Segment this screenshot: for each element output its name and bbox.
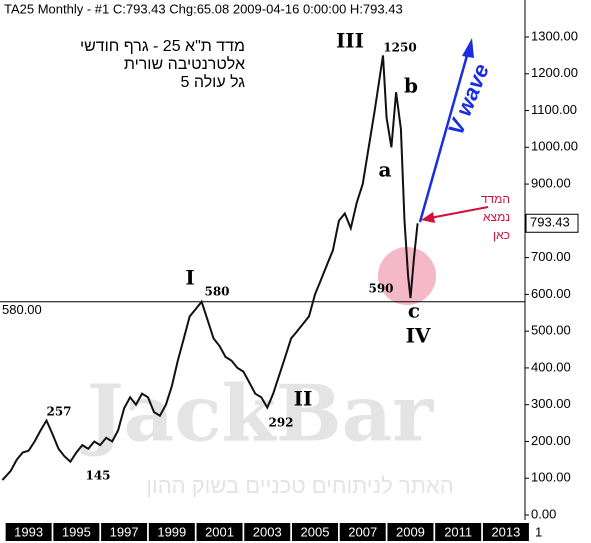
x-axis-extra: 1	[535, 524, 542, 539]
x-tick-label: 2009	[396, 524, 425, 539]
wave-label: c	[408, 299, 420, 323]
x-tick-box	[292, 523, 338, 541]
y-tick-label: 1200.00	[531, 65, 578, 80]
wave-label: III	[336, 29, 364, 53]
wave-label: a	[379, 158, 392, 182]
point-label: 590	[368, 282, 393, 296]
wave-label: IV	[406, 324, 431, 348]
y-tick-label: 100.00	[531, 470, 571, 485]
note-arrow	[429, 206, 489, 219]
point-label: 580	[204, 285, 229, 299]
y-tick-label: 1300.00	[531, 28, 578, 43]
y-tick-label: 900.00	[531, 176, 571, 191]
watermark-subtitle: האתר לניתוחים טכניים בשוק ההון	[146, 473, 453, 498]
y-tick-label: 500.00	[531, 323, 571, 338]
point-label: 292	[268, 416, 293, 430]
x-tick-label: 1995	[62, 524, 91, 539]
reference-label: 580.00	[2, 302, 42, 317]
x-tick-label: 2001	[205, 524, 234, 539]
y-tick-label: 300.00	[531, 396, 571, 411]
price-line	[1, 55, 419, 481]
last-price-label: 793.43	[530, 215, 570, 230]
note-line: המדד	[481, 192, 510, 206]
x-tick-box	[482, 523, 529, 541]
x-tick-box	[5, 523, 52, 541]
x-tick-box	[101, 523, 148, 541]
y-tick-label: 400.00	[531, 359, 571, 374]
x-tick-label: 1993	[14, 524, 43, 539]
wave-arrow-head	[462, 38, 474, 58]
y-tick-label: 0.00	[531, 506, 556, 521]
point-label: 257	[46, 405, 71, 419]
title-line: אלטרנטיבה שורית	[124, 55, 245, 73]
wave-label: V wave	[443, 60, 494, 139]
x-tick-label: 1999	[157, 524, 186, 539]
x-tick-box	[339, 523, 386, 541]
x-tick-box	[387, 523, 434, 541]
wave-label: I	[185, 266, 194, 290]
note-arrow-head	[421, 212, 435, 223]
y-tick-label: 200.00	[531, 433, 571, 448]
header: TA25 Monthly - #1 C:793.43 Chg:65.08 200…	[4, 1, 403, 16]
highlight-circle	[378, 247, 436, 305]
x-tick-box	[435, 523, 482, 541]
x-tick-label: 2005	[301, 524, 330, 539]
x-tick-label: 2007	[348, 524, 377, 539]
x-tick-box	[196, 523, 243, 541]
y-tick-label: 600.00	[531, 286, 571, 301]
x-tick-box	[53, 523, 100, 541]
note-line: כאן	[493, 228, 510, 242]
note-line: נמצא	[483, 210, 510, 224]
y-tick-label: 700.00	[531, 249, 571, 264]
title-line: גל עולה 5	[181, 73, 246, 91]
x-tick-label: 2013	[491, 524, 520, 539]
wave-label: b	[404, 74, 418, 98]
wave-label: II	[294, 387, 313, 411]
watermark: JackBar	[81, 369, 434, 460]
wave-arrow	[418, 51, 470, 223]
point-label: 1250	[383, 41, 416, 55]
x-tick-label: 1997	[110, 524, 139, 539]
last-price-box	[525, 213, 579, 233]
y-tick-label: 1100.00	[531, 102, 577, 117]
y-tick-label: 1000.00	[531, 139, 578, 154]
title-line: מדד ת"א 25 - גרף חודשי	[80, 38, 245, 55]
x-tick-box	[244, 523, 291, 541]
point-label: 145	[85, 469, 110, 483]
x-tick-label: 2003	[253, 524, 282, 539]
x-tick-label: 2011	[444, 524, 472, 539]
x-tick-box	[148, 523, 195, 541]
